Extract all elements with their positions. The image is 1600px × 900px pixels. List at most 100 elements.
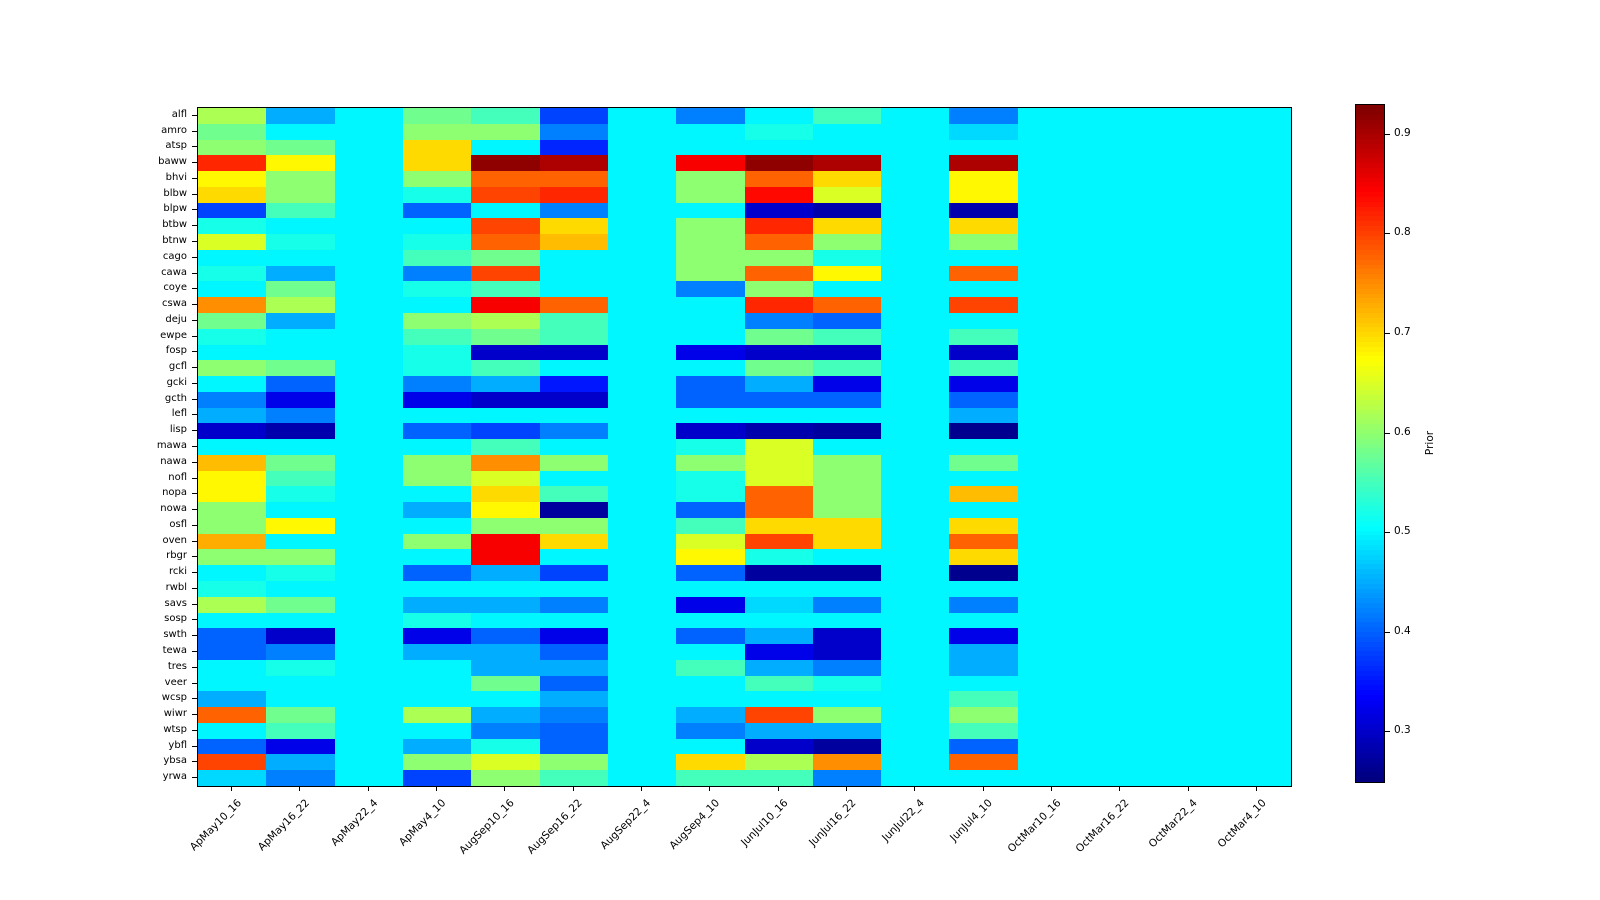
colorbar-strip [1356, 443, 1384, 450]
x-tick-mark [299, 786, 301, 791]
heatmap-cell [1017, 707, 1087, 724]
heatmap-cell [198, 659, 267, 677]
heatmap-cell [266, 502, 336, 519]
heatmap-cell [744, 202, 814, 220]
heatmap-cell [198, 612, 267, 629]
heatmap-cell [539, 155, 609, 172]
heatmap-cell [471, 565, 541, 582]
y-tick-label: nawa [160, 455, 187, 467]
heatmap-cell [402, 581, 472, 598]
heatmap-cell [949, 155, 1019, 172]
heatmap-cell [607, 139, 677, 156]
y-tick-label: osfl [169, 518, 187, 530]
heatmap-cell [402, 297, 472, 314]
heatmap-cell [198, 218, 267, 235]
heatmap-cell [812, 565, 882, 582]
colorbar-strip [1356, 641, 1384, 648]
colorbar-strip [1356, 404, 1384, 411]
heatmap-cell [266, 549, 336, 566]
heatmap-cell [1017, 139, 1087, 156]
heatmap-cell [744, 376, 814, 393]
heatmap-cell [881, 344, 951, 361]
colorbar-strip [1356, 530, 1384, 537]
heatmap-cell [334, 549, 404, 566]
heatmap-cell [1222, 454, 1291, 472]
heatmap-cell [471, 454, 541, 472]
x-tick-mark [1119, 786, 1121, 791]
y-tick-mark [192, 650, 197, 652]
colorbar-strip [1356, 211, 1384, 218]
heatmap-cell [471, 439, 541, 456]
heatmap-cell [471, 628, 541, 645]
colorbar-strip [1356, 593, 1384, 600]
y-tick-label: wtsp [163, 723, 187, 735]
y-tick-label: amro [161, 124, 187, 136]
heatmap-cell [881, 770, 951, 786]
heatmap-cell [676, 565, 746, 582]
x-tick-label: ApMay10_16 [187, 797, 244, 854]
colorbar-strip [1356, 516, 1384, 522]
colorbar-strip [1356, 119, 1384, 126]
y-tick-label: rwbl [165, 581, 187, 593]
heatmap-cell [1154, 454, 1224, 472]
y-tick-mark [192, 130, 197, 132]
x-tick-mark [1255, 786, 1257, 791]
x-tick-mark [914, 786, 916, 791]
heatmap-cell [402, 628, 472, 645]
heatmap-cell [266, 328, 336, 346]
heatmap-cell [402, 265, 472, 283]
colorbar-strip [1356, 603, 1384, 609]
heatmap-cell [402, 565, 472, 582]
heatmap-cell [676, 722, 746, 740]
heatmap-cell [949, 297, 1019, 314]
heatmap-cell [471, 391, 541, 409]
heatmap-cell [539, 281, 609, 298]
heatmap-cell [881, 454, 951, 472]
heatmap-cell [744, 517, 814, 535]
colorbar-tick-label: 0.3 [1394, 724, 1411, 737]
heatmap-cell [676, 376, 746, 393]
colorbar-strip [1356, 598, 1384, 605]
colorbar-strip [1356, 520, 1384, 527]
colorbar-strip [1356, 428, 1384, 435]
heatmap-cell [949, 281, 1019, 298]
y-tick-mark [192, 414, 197, 416]
heatmap-cell [539, 312, 609, 330]
heatmap-cell [334, 596, 404, 614]
heatmap-cell [812, 470, 882, 488]
colorbar-strip [1356, 487, 1384, 493]
heatmap-cell [676, 297, 746, 314]
heatmap-cell [1154, 281, 1224, 298]
heatmap-cell [539, 186, 609, 204]
heatmap-cell [1086, 328, 1156, 346]
y-tick-label: veer [164, 676, 187, 688]
heatmap-cell [402, 770, 472, 786]
y-tick-mark [192, 382, 197, 384]
heatmap-cell [402, 502, 472, 519]
heatmap-cell [334, 707, 404, 724]
heatmap-cell [607, 659, 677, 677]
heatmap-cell [539, 533, 609, 551]
heatmap-cell [1222, 328, 1291, 346]
heatmap-cell [334, 171, 404, 188]
heatmap-cell [1086, 470, 1156, 488]
colorbar-strip [1356, 772, 1384, 779]
heatmap-cell [607, 470, 677, 488]
heatmap-cell [676, 628, 746, 645]
heatmap-cell [1154, 439, 1224, 456]
heatmap-cell [198, 328, 267, 346]
heatmap-cell [334, 139, 404, 156]
heatmap-cell [334, 407, 404, 425]
heatmap-cell [607, 171, 677, 188]
heatmap-cell [1017, 265, 1087, 283]
colorbar-strip [1356, 356, 1384, 363]
y-tick-mark [192, 351, 197, 353]
heatmap-cell [539, 517, 609, 535]
heatmap-cell [1222, 123, 1291, 141]
heatmap-cell [402, 644, 472, 661]
heatmap-cell [949, 108, 1019, 125]
heatmap-cell [471, 533, 541, 551]
heatmap-cell [676, 644, 746, 661]
colorbar-strip [1356, 167, 1384, 174]
colorbar-strip [1356, 680, 1384, 687]
